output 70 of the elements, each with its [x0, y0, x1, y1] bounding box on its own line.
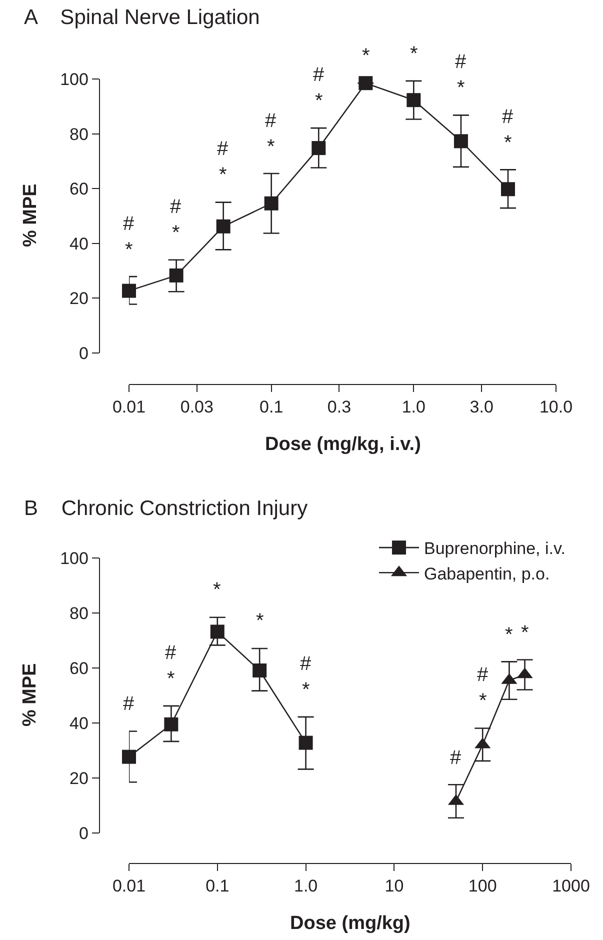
y-tick-label: 0	[78, 824, 88, 843]
x-tick-label: 0.3	[327, 398, 352, 417]
annotation: *	[479, 690, 487, 712]
annotation: *	[167, 668, 175, 690]
x-tick-label: 100	[468, 876, 497, 896]
annotation: #	[313, 64, 325, 86]
x-tick-label: 1.0	[402, 398, 426, 417]
y-tick-label: 100	[60, 548, 88, 568]
x-tick-label: 1000	[552, 876, 590, 896]
annotation: #	[502, 106, 514, 128]
y-tick-label: 60	[70, 180, 88, 199]
point	[358, 76, 373, 90]
x-tick-label: 3.0	[470, 398, 494, 417]
annotation: *	[457, 77, 465, 99]
x-tick-label: 0.03	[180, 398, 214, 417]
point	[264, 196, 278, 210]
y-tick-label: 100	[60, 70, 88, 89]
legend-label: Buprenorphine, i.v.	[424, 539, 566, 558]
y-tick-label: 20	[70, 768, 88, 788]
annotation: #	[217, 138, 229, 160]
chart-title: A Spinal Nerve Ligation	[24, 6, 260, 29]
point	[501, 182, 515, 196]
annotation: #	[123, 213, 135, 235]
annotation: *	[219, 164, 227, 186]
x-tick-label: 0.1	[206, 876, 230, 896]
x-axis-title: Dose (mg/kg)	[290, 913, 410, 934]
point	[312, 141, 326, 156]
annotation: #	[165, 642, 177, 664]
annotation: #	[300, 653, 312, 675]
annotation: *	[172, 222, 180, 244]
annotation: *	[410, 43, 418, 65]
x-tick-label: 10.0	[539, 398, 573, 417]
annotation: #	[477, 664, 489, 686]
chart-title: B Chronic Constriction Injury	[24, 497, 308, 520]
x-tick-label: 1.0	[294, 876, 318, 896]
x-axis-title: Dose (mg/kg, i.v.)	[265, 434, 421, 455]
annotation: *	[302, 679, 310, 701]
y-axis-title: % MPE	[20, 184, 41, 247]
point	[169, 268, 184, 282]
annotation: *	[362, 45, 370, 67]
y-tick-label: 80	[70, 604, 88, 623]
point	[122, 284, 136, 298]
point	[454, 134, 468, 148]
text: #	[455, 51, 467, 73]
annotation: *	[315, 90, 323, 112]
legend-label: Gabapentin, p.o.	[424, 564, 550, 584]
y-tick-label: 60	[70, 658, 88, 678]
y-tick-label: 40	[70, 234, 88, 254]
x-tick-label: 10	[384, 876, 404, 896]
annotation: *	[256, 610, 264, 632]
x-tick-label: 0.01	[112, 398, 146, 417]
annotation: #	[265, 110, 277, 132]
point	[216, 219, 230, 234]
y-tick-label: 20	[70, 289, 88, 308]
annotation: *	[213, 579, 221, 601]
y-axis-title: % MPE	[20, 663, 40, 726]
y-tick-label: 80	[70, 124, 88, 144]
annotation: *	[125, 239, 133, 261]
annotation: *	[505, 624, 513, 646]
annotation: #	[170, 196, 182, 218]
annotation: #	[450, 747, 462, 769]
point	[406, 93, 421, 108]
annotation: *	[267, 136, 275, 158]
y-tick-label: 40	[70, 714, 88, 733]
x-tick-label: 0.1	[260, 398, 284, 417]
annotation: *	[504, 132, 512, 154]
x-tick-label: 0.01	[112, 876, 146, 896]
annotation: #	[123, 693, 135, 715]
annotation: *	[521, 622, 529, 644]
y-tick-label: 0	[78, 344, 88, 363]
